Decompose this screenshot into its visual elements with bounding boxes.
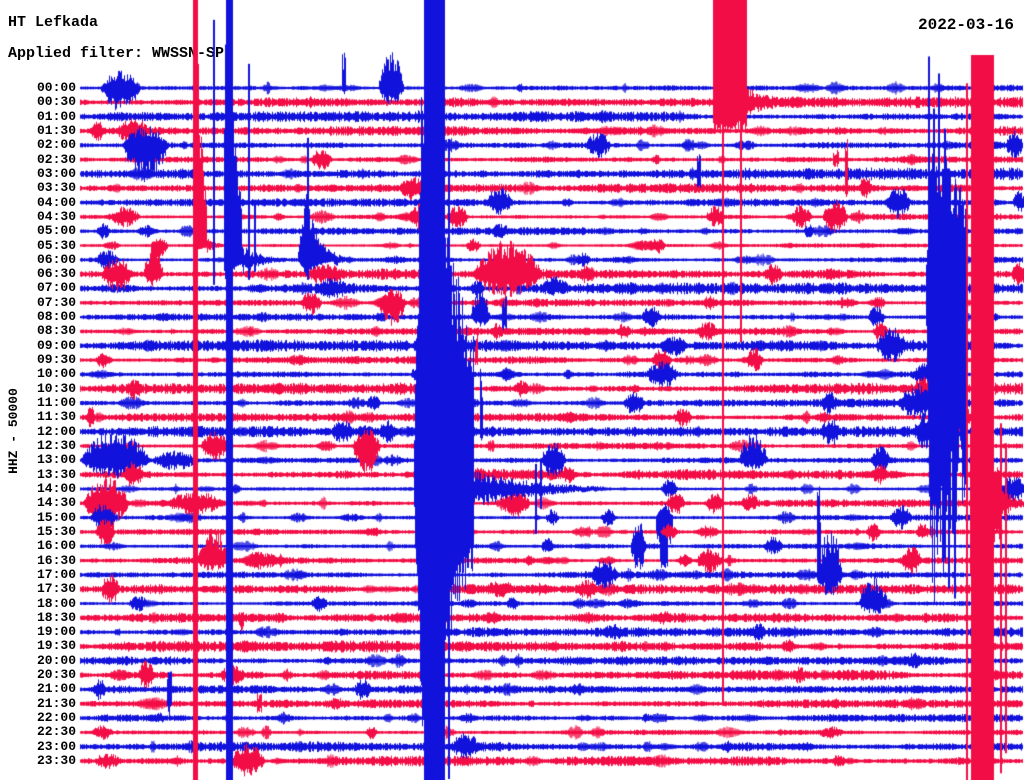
time-label: 11:00: [36, 395, 76, 411]
time-label: 22:00: [36, 710, 76, 726]
time-label: 02:30: [36, 151, 76, 167]
time-label: 23:00: [36, 738, 76, 754]
time-label: 18:30: [36, 609, 76, 625]
station-title: HT Lefkada: [8, 14, 99, 31]
time-label: 03:00: [36, 165, 76, 181]
filter-label: Applied filter: WWSSN-SP: [8, 45, 225, 62]
time-label: 09:00: [36, 337, 76, 353]
time-label: 06:30: [36, 266, 76, 282]
time-label: 01:00: [36, 108, 76, 124]
time-label: 20:30: [36, 667, 76, 683]
time-label: 23:30: [36, 753, 76, 769]
time-label: 17:00: [36, 566, 76, 582]
time-label: 21:00: [36, 681, 76, 697]
time-label: 00:30: [36, 94, 76, 110]
time-label: 21:30: [36, 695, 76, 711]
time-label: 13:00: [36, 452, 76, 468]
time-label: 10:30: [36, 380, 76, 396]
time-label: 14:30: [36, 495, 76, 511]
time-label: 15:30: [36, 523, 76, 539]
date-label: 2022-03-16: [917, 16, 1014, 34]
time-label: 12:00: [36, 423, 76, 439]
time-label: 02:00: [36, 137, 76, 153]
time-label: 19:00: [36, 624, 76, 640]
time-label: 16:00: [36, 538, 76, 554]
time-label: 07:00: [36, 280, 76, 296]
time-label: 04:00: [36, 194, 76, 210]
time-label: 00:00: [36, 80, 76, 95]
time-label: 18:00: [36, 595, 76, 611]
time-label: 11:30: [36, 409, 76, 425]
time-label: 19:30: [36, 638, 76, 654]
time-label: 05:00: [36, 223, 76, 239]
time-label: 16:30: [36, 552, 76, 568]
time-label: 07:30: [36, 294, 76, 310]
time-label: 09:30: [36, 352, 76, 368]
time-label: 08:30: [36, 323, 76, 339]
time-label: 01:30: [36, 122, 76, 138]
time-label: 15:00: [36, 509, 76, 525]
time-label: 13:30: [36, 466, 76, 482]
time-label: 06:00: [36, 251, 76, 267]
time-label: 10:00: [36, 366, 76, 382]
time-label: 12:30: [36, 438, 76, 453]
time-label: 08:00: [36, 309, 76, 325]
time-label: 04:30: [36, 208, 76, 224]
time-label: 17:30: [36, 581, 76, 597]
time-label: 22:30: [36, 724, 76, 740]
time-label: 20:00: [36, 652, 76, 668]
time-label: 05:30: [36, 237, 76, 253]
time-label: 14:00: [36, 480, 76, 496]
time-label: 03:30: [36, 180, 76, 196]
